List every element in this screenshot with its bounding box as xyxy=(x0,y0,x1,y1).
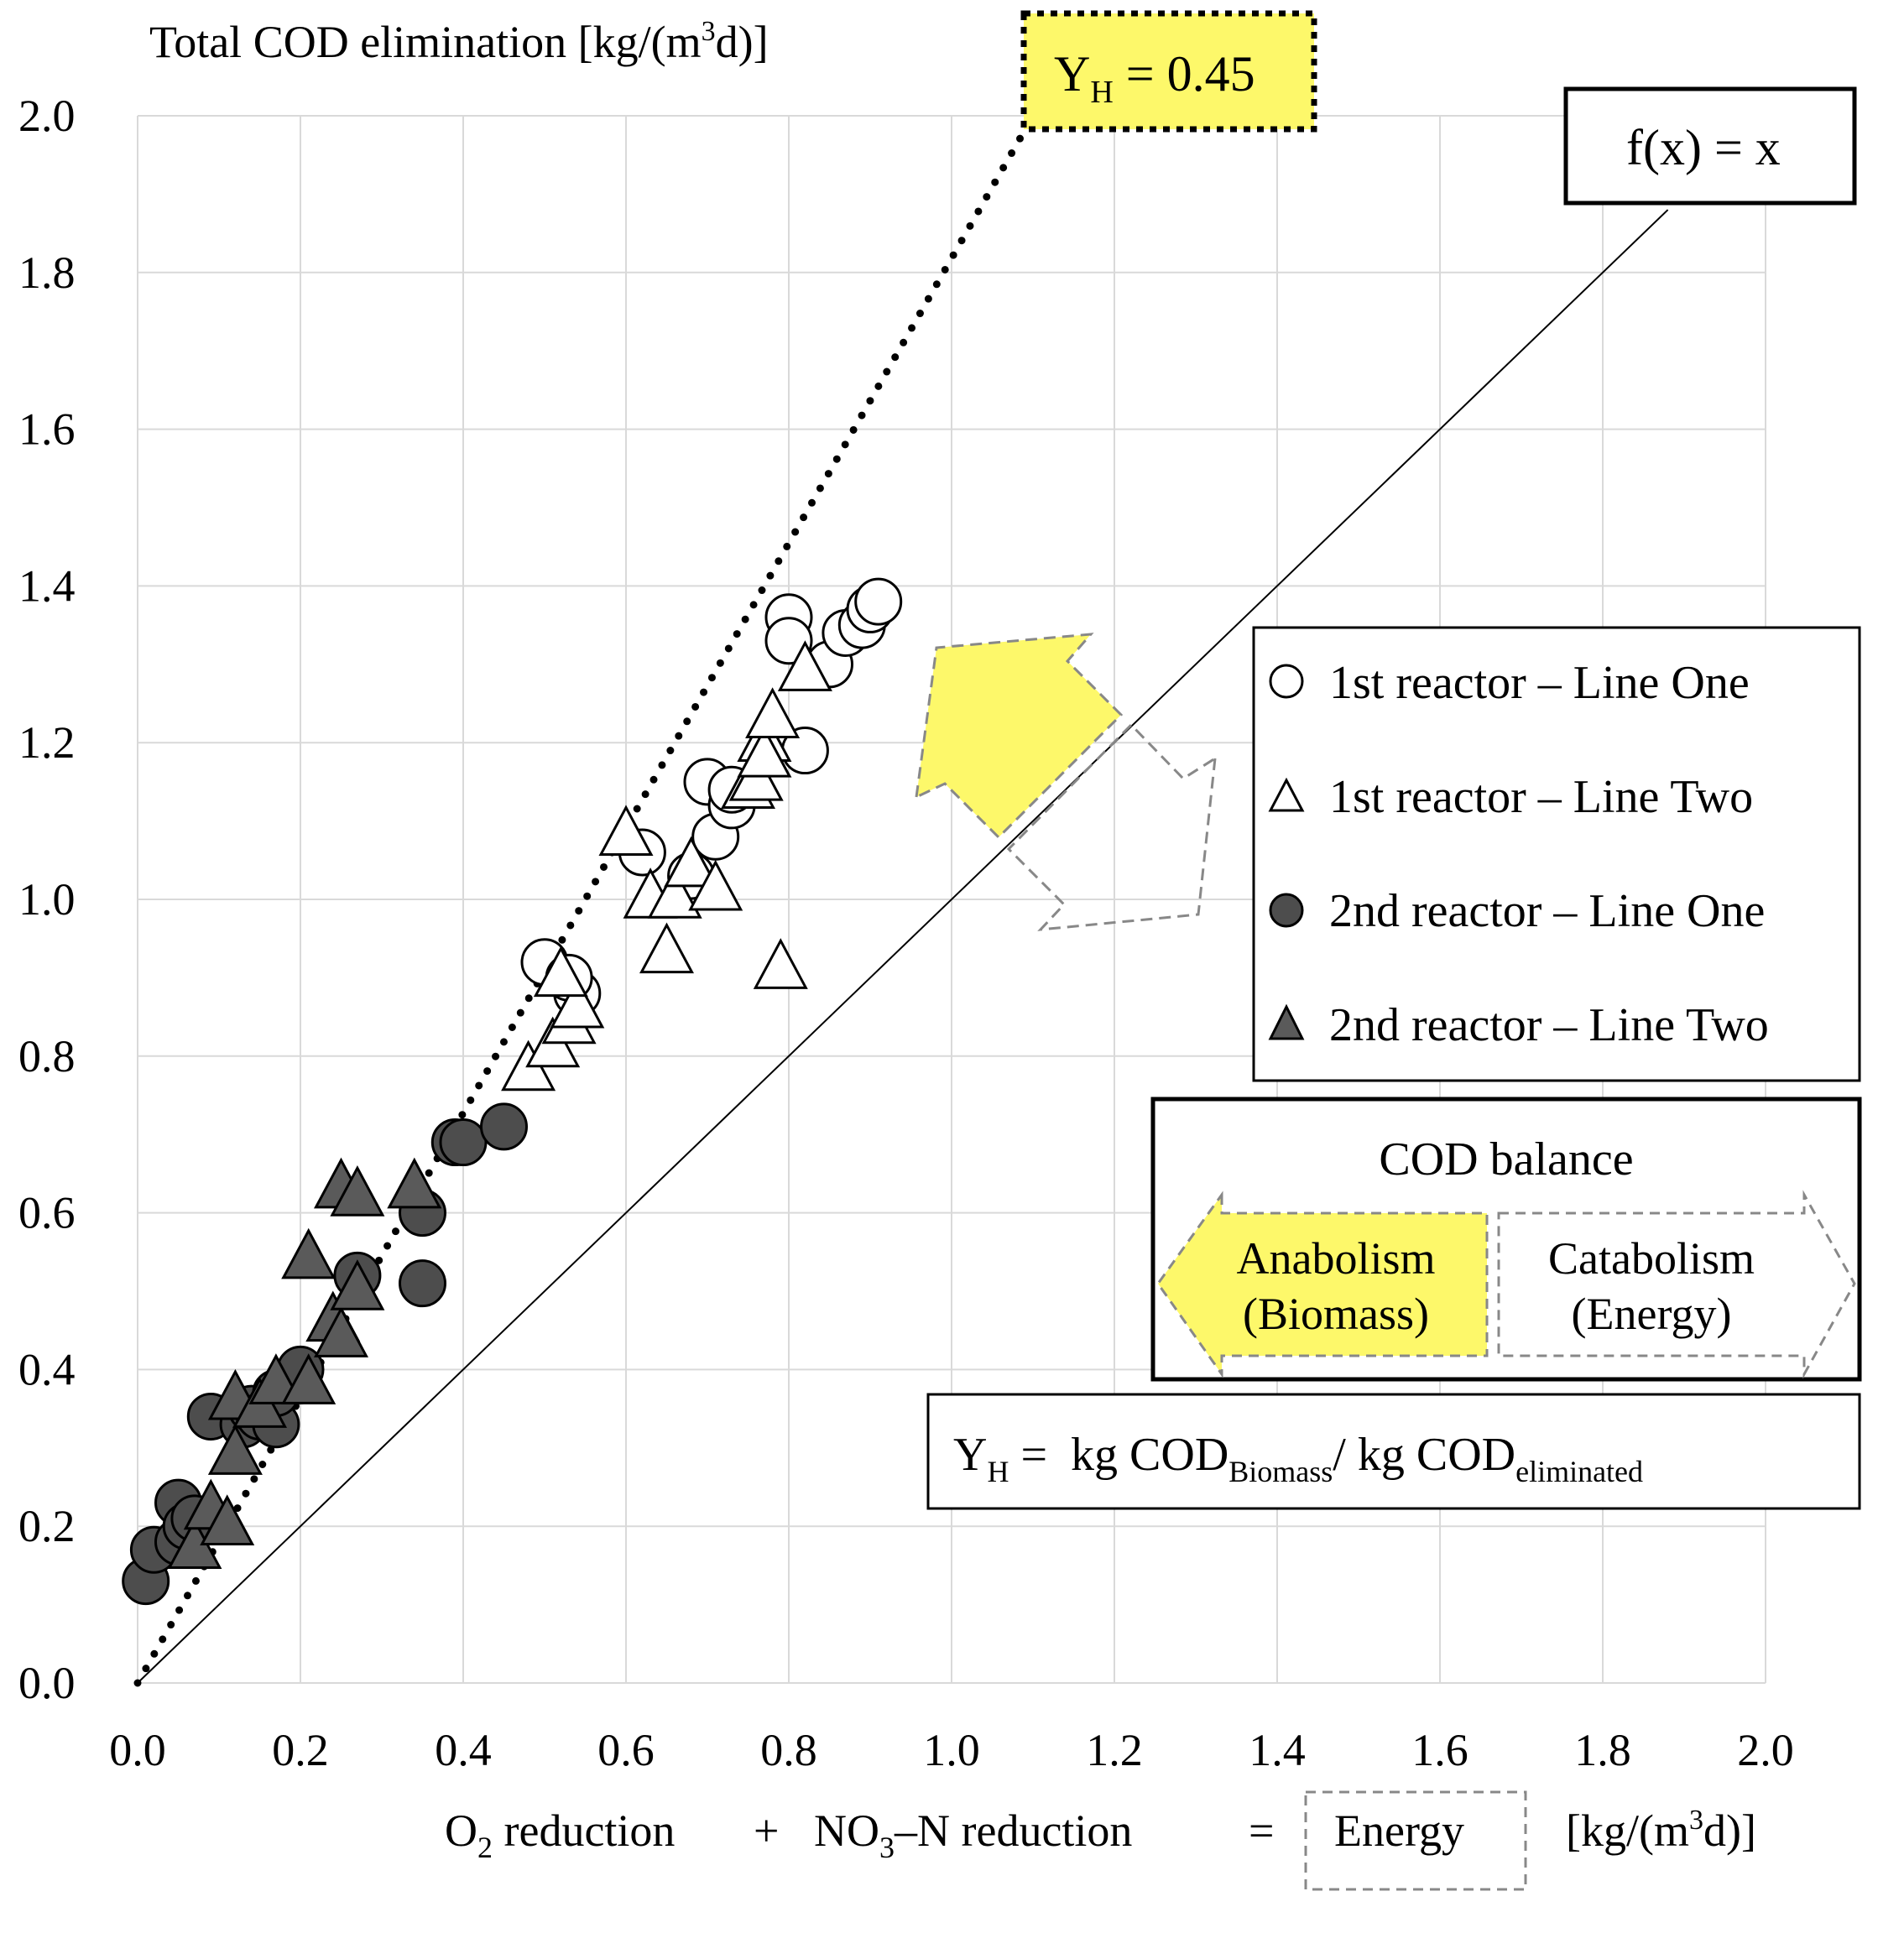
y-tick-label: 1.8 xyxy=(18,247,76,298)
series-3-point xyxy=(281,1227,336,1279)
series-3-point xyxy=(313,1306,369,1357)
svg-text:Energy: Energy xyxy=(1334,1805,1464,1856)
legend-marker-2nd-line-one xyxy=(1269,893,1304,928)
legend-marker-1st-line-two xyxy=(1268,777,1305,812)
svg-text:YH = kg CODBiomass/ kg CODeli: YH = kg CODBiomass/ kg CODeliminated xyxy=(953,1429,1643,1488)
identity-line xyxy=(137,209,1669,1684)
legend-label-1st-line-two: 1st reactor – Line Two xyxy=(1329,771,1753,823)
series-2-point xyxy=(480,1102,528,1151)
x-tick-label: 0.4 xyxy=(435,1725,492,1775)
legend: 1st reactor – Line One 1st reactor – Lin… xyxy=(1252,626,1861,1082)
series-0-point xyxy=(854,577,903,626)
series-1-point xyxy=(533,946,588,998)
x-tick-label: 0.0 xyxy=(109,1725,166,1775)
series-3-point xyxy=(387,1157,442,1209)
energy-label: (Energy) xyxy=(1572,1289,1732,1339)
catabolism-arrow-icon xyxy=(1006,722,1217,931)
anabolism-arrow-icon xyxy=(915,633,1124,840)
catabolism-label: Catabolism xyxy=(1548,1233,1755,1284)
yh-value-box: YH = 0.45 xyxy=(1020,10,1317,133)
energy-box xyxy=(1304,1790,1527,1891)
x-tick-label: 0.2 xyxy=(272,1725,329,1775)
legend-label-1st-line-one: 1st reactor – Line One xyxy=(1329,657,1750,709)
x-tick-label: 1.8 xyxy=(1574,1725,1631,1775)
legend-label-2nd-line-one: 2nd reactor – Line One xyxy=(1329,885,1765,937)
x-tick-label: 0.8 xyxy=(760,1725,817,1775)
y-tick-label: 0.4 xyxy=(18,1344,76,1394)
cod-balance-title: COD balance xyxy=(1379,1133,1633,1185)
y-tick-label: 0.0 xyxy=(18,1658,76,1708)
y-tick-label: 2.0 xyxy=(18,91,76,141)
x-tick-label: 0.6 xyxy=(597,1725,655,1775)
series-3-point xyxy=(330,1165,385,1217)
svg-text:YH = 0.45: YH = 0.45 xyxy=(1054,46,1255,110)
x-tick-label: 1.6 xyxy=(1411,1725,1468,1775)
x-tick-label: 1.0 xyxy=(923,1725,980,1775)
series-2-point xyxy=(439,1118,488,1167)
y-tick-label: 1.6 xyxy=(18,404,76,455)
series-3-point xyxy=(200,1494,255,1545)
series-1-point xyxy=(753,938,808,989)
svg-text:[kg/(m3d)]: [kg/(m3d)] xyxy=(1566,1805,1756,1856)
svg-text:+: + xyxy=(754,1805,779,1856)
series-1-point xyxy=(647,868,702,919)
series-2-point xyxy=(399,1259,446,1308)
series-3-point xyxy=(281,1353,336,1404)
tick-labels: 0.0 0.2 0.4 0.6 0.8 1.0 1.2 1.4 1.6 1.8 2.0 0.0 0.2 0… xyxy=(18,91,1794,1775)
series-1-point xyxy=(737,726,792,778)
legend-marker-2nd-line-two xyxy=(1268,1003,1305,1040)
data-points xyxy=(122,577,903,1606)
series-1-point xyxy=(598,805,654,857)
svg-text:f(x) = x: f(x) = x xyxy=(1626,120,1781,175)
legend-label-2nd-line-two: 2nd reactor – Line Two xyxy=(1329,999,1769,1051)
y-tick-label: 1.0 xyxy=(18,874,76,925)
series-1-point xyxy=(688,859,743,911)
y-tick-label: 1.4 xyxy=(18,560,76,611)
x-axis-label: O2 reduction + NO3–N reduction = Energy … xyxy=(445,1790,1756,1891)
y-tick-label: 1.2 xyxy=(18,717,76,768)
anabolism-legend-arrow-icon xyxy=(1156,1191,1489,1378)
cod-balance-box: COD balance Anabolism (Biomass) Cataboli… xyxy=(1150,1097,1862,1382)
series-3-point xyxy=(330,1259,385,1310)
y-axis-label: Total COD elimination [kg/(m3d)] xyxy=(149,16,769,67)
svg-text:=: = xyxy=(1249,1805,1274,1856)
series-1-point xyxy=(664,836,719,888)
svg-text:NO3–N reduction: NO3–N reduction xyxy=(814,1805,1132,1864)
svg-text:O2 reduction: O2 reduction xyxy=(445,1805,675,1864)
series-1-point xyxy=(745,687,801,738)
series-1-point xyxy=(639,922,695,974)
legend-marker-1st-line-one xyxy=(1269,664,1304,699)
anabolism-label: Anabolism xyxy=(1237,1233,1436,1284)
yh-formula-box: YH = kg CODBiomass/ kg CODeliminated xyxy=(926,1393,1861,1510)
y-tick-label: 0.8 xyxy=(18,1031,76,1081)
series-3-point xyxy=(207,1424,263,1475)
catabolism-legend-arrow-icon xyxy=(1497,1190,1856,1379)
x-tick-label: 1.4 xyxy=(1249,1725,1306,1775)
x-tick-label: 2.0 xyxy=(1737,1725,1794,1775)
series-1-point xyxy=(550,977,605,1029)
x-tick-label: 1.2 xyxy=(1086,1725,1143,1775)
y-tick-label: 0.2 xyxy=(18,1501,76,1551)
y-tick-label: 0.6 xyxy=(18,1188,76,1238)
series-1-point xyxy=(777,640,832,691)
biomass-label: (Biomass) xyxy=(1243,1289,1429,1339)
fx-box: f(x) = x xyxy=(1563,86,1857,206)
